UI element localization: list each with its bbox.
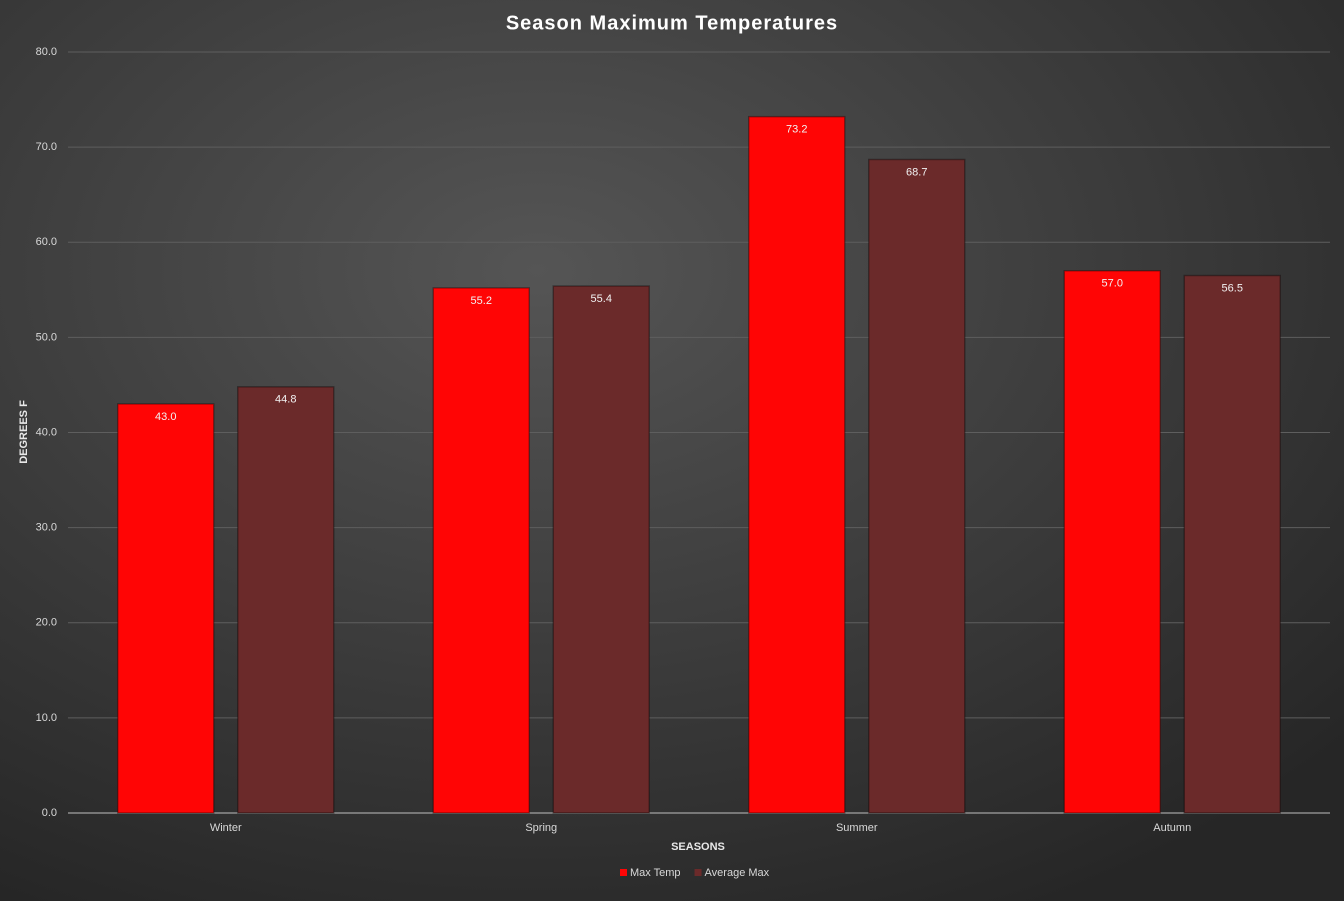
x-axis-title: SEASONS: [671, 841, 725, 853]
data-label: 55.4: [591, 293, 612, 305]
y-tick-label: 70.0: [36, 141, 57, 153]
data-label: 73.2: [786, 124, 807, 136]
data-label: 56.5: [1222, 282, 1243, 294]
y-tick-label: 60.0: [36, 236, 57, 248]
bar: [432, 287, 530, 814]
data-label: 57.0: [1102, 278, 1123, 290]
legend-swatch: [620, 869, 627, 876]
bar: [868, 158, 966, 814]
data-label: 43.0: [155, 411, 176, 423]
bar: [117, 403, 215, 814]
data-label: 55.2: [471, 295, 492, 307]
y-tick-label: 50.0: [36, 331, 57, 343]
y-axis-title: DEGREES F: [18, 400, 30, 464]
y-tick-label: 80.0: [36, 46, 57, 58]
bar: [1183, 274, 1281, 814]
y-tick-label: 0.0: [42, 807, 57, 819]
bar: [1063, 270, 1161, 814]
x-tick-label: Autumn: [1153, 822, 1191, 834]
y-tick-label: 40.0: [36, 426, 57, 438]
legend-swatch: [694, 869, 702, 876]
bar: [748, 115, 846, 814]
x-tick-label: Winter: [210, 822, 242, 834]
x-tick-label: Spring: [525, 822, 557, 834]
bar: [237, 386, 335, 814]
y-tick-label: 30.0: [36, 522, 57, 534]
y-tick-label: 20.0: [36, 617, 57, 629]
y-tick-label: 10.0: [36, 712, 57, 724]
data-label: 44.8: [275, 394, 296, 406]
x-tick-label: Summer: [836, 822, 878, 834]
chart-title: Season Maximum Temperatures: [506, 12, 838, 34]
data-label: 68.7: [906, 166, 927, 178]
legend-label: Max Temp: [630, 867, 681, 879]
bar: [552, 285, 650, 814]
legend-label: Average Max: [705, 867, 770, 879]
